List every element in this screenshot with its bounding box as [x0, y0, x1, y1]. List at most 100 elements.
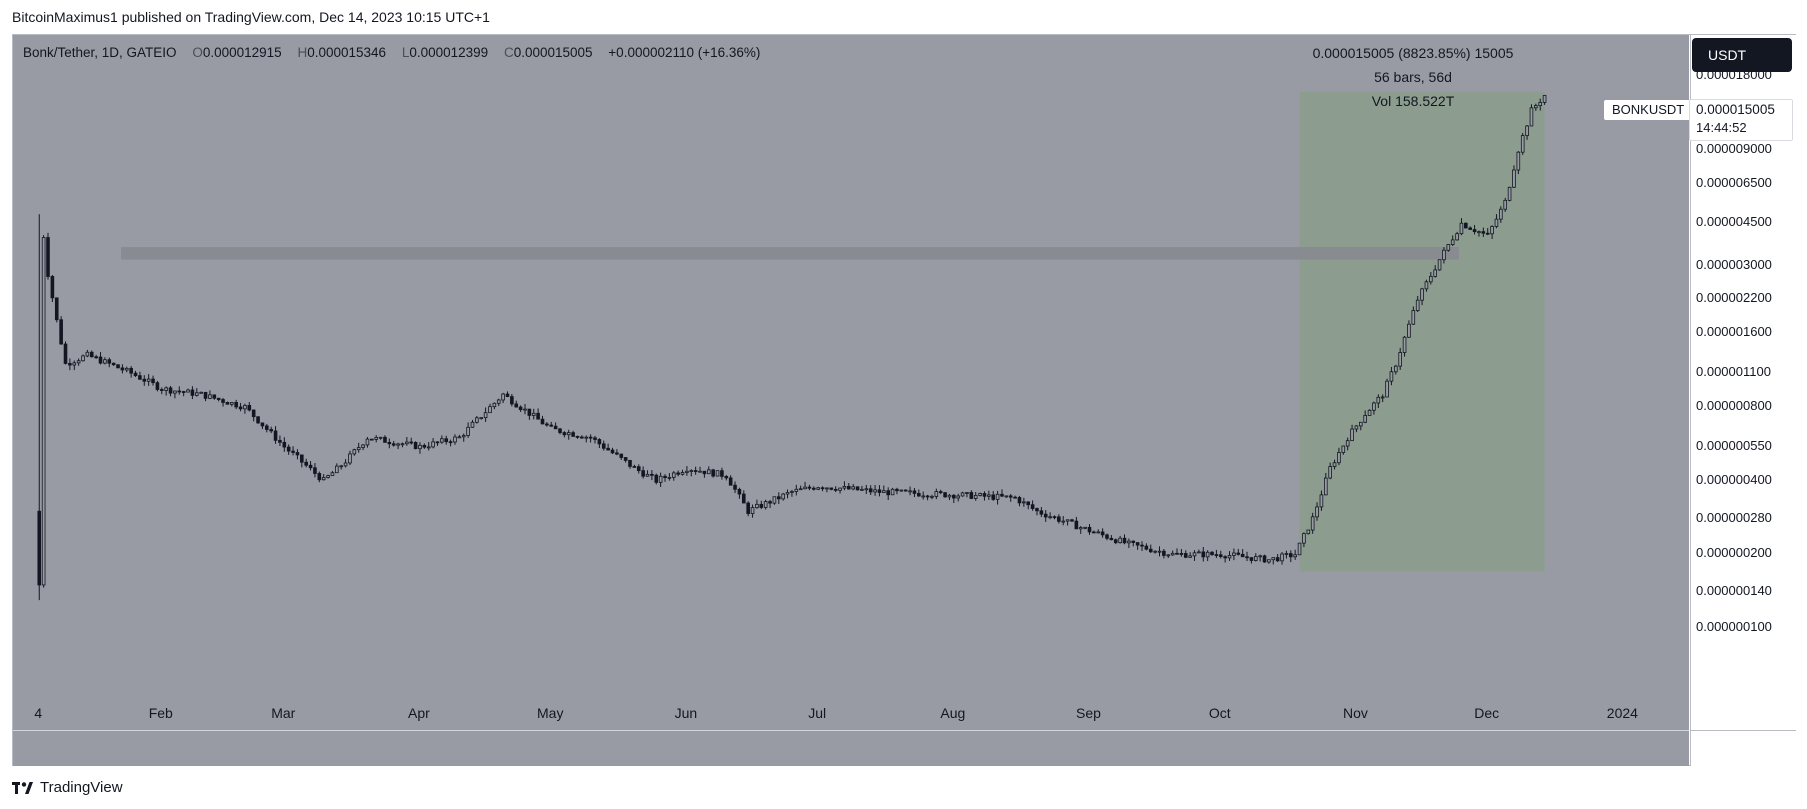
candle-body — [558, 428, 562, 433]
candle-body — [76, 360, 81, 364]
candle-body — [829, 487, 834, 490]
candle-body — [260, 422, 265, 427]
candle-body — [400, 443, 405, 446]
candle-body — [1179, 553, 1184, 555]
candle-body — [488, 406, 492, 414]
candle-body — [693, 470, 698, 472]
candle-body — [501, 393, 505, 401]
candle-body — [540, 418, 545, 425]
time-tick-label: Sep — [1076, 705, 1101, 721]
candle-body — [212, 394, 217, 399]
candle-body — [1389, 371, 1394, 382]
candle-body — [50, 276, 55, 299]
candle-body — [1319, 494, 1324, 508]
candle-body — [956, 495, 961, 499]
candle-body — [124, 367, 129, 371]
candle-body — [1013, 496, 1017, 499]
candle-body — [785, 492, 790, 495]
time-tick-label: Dec — [1474, 705, 1500, 721]
candle-body — [440, 438, 444, 443]
candle-body — [89, 351, 94, 358]
price-scale[interactable] — [1690, 35, 1796, 730]
candle-body — [1236, 552, 1241, 555]
candle-body — [1240, 553, 1245, 558]
candle-body — [1429, 275, 1433, 283]
candle-body — [650, 473, 654, 476]
candle-body — [164, 387, 168, 391]
plot-area[interactable]: Bonk/Tether, 1D, GATEIO O0.000012915 H0.… — [13, 35, 1689, 730]
price-tick-label: 0.000006500 — [1696, 175, 1772, 191]
candle-body — [580, 436, 584, 439]
candle-body — [1227, 555, 1232, 559]
candle-body — [391, 443, 396, 446]
candle-body — [527, 408, 532, 416]
candle-body — [925, 495, 930, 498]
candle-body — [1245, 556, 1249, 559]
candle-body — [1464, 222, 1468, 229]
candle-body — [273, 430, 278, 441]
candle-body — [1026, 501, 1031, 506]
candle-body — [116, 364, 120, 369]
candle-body — [68, 363, 72, 366]
chart-frame: Bonk/Tether, 1D, GATEIO O0.000012915 H0.… — [12, 34, 1796, 766]
candle-body — [352, 449, 357, 455]
candle-body — [741, 493, 746, 504]
candle-body — [790, 491, 794, 493]
candle-body — [111, 362, 116, 366]
tradingview-logo[interactable]: TradingView — [12, 779, 123, 796]
candle-body — [1096, 531, 1101, 534]
candle-body — [370, 438, 374, 441]
candle-body — [982, 493, 987, 497]
candle-body — [938, 491, 943, 494]
candle-body — [1223, 556, 1227, 559]
time-scale[interactable] — [13, 730, 1689, 766]
candle-body — [1455, 233, 1459, 241]
candle-body — [72, 362, 77, 366]
candle-body — [934, 491, 939, 497]
candle-body — [159, 389, 164, 391]
candle-body — [912, 490, 917, 494]
candle-body — [365, 438, 370, 446]
candle-body — [278, 439, 282, 443]
currency-button[interactable]: USDT — [1692, 38, 1792, 72]
candle-body — [820, 487, 825, 490]
candle-body — [1043, 513, 1048, 518]
candle-body — [1288, 553, 1293, 558]
candle-body — [921, 495, 926, 498]
candle-body — [142, 378, 147, 382]
candle-body — [1459, 222, 1464, 235]
candle-body — [1446, 244, 1451, 251]
candle-body — [566, 432, 571, 436]
candle-body — [1157, 550, 1162, 553]
candle-body — [1481, 231, 1486, 234]
candle-body — [685, 470, 689, 473]
candle-body — [422, 444, 427, 448]
candle-body — [855, 486, 860, 491]
symbol-tag: BONKUSDT — [1604, 100, 1693, 120]
candle-body — [1411, 310, 1416, 325]
candle-body — [1297, 542, 1302, 556]
candle-body — [1433, 269, 1437, 277]
candle-body — [571, 432, 575, 437]
candle-body — [1402, 336, 1407, 353]
price-tick-label: 0.000000140 — [1696, 583, 1772, 599]
candle-body — [803, 486, 807, 490]
candle-body — [483, 412, 488, 419]
candle-body — [606, 447, 610, 451]
candle-body — [479, 417, 484, 420]
candle-body — [847, 485, 851, 490]
candle-body — [562, 432, 567, 436]
last-price-value: 0.000015005 — [1696, 102, 1775, 117]
candle-body — [658, 475, 663, 483]
candle-body — [510, 396, 514, 405]
time-tick-label: Apr — [408, 705, 430, 721]
candle-body — [1061, 520, 1066, 523]
price-tick-label: 0.000000400 — [1696, 471, 1772, 487]
candle-body — [1092, 531, 1096, 534]
candle-body — [1398, 352, 1402, 367]
candle-body — [120, 367, 125, 371]
footer-brand: TradingView — [40, 779, 123, 796]
candle-body — [1503, 199, 1508, 210]
candle-body — [890, 488, 895, 496]
legend-open-value: 0.000012915 — [202, 45, 282, 60]
